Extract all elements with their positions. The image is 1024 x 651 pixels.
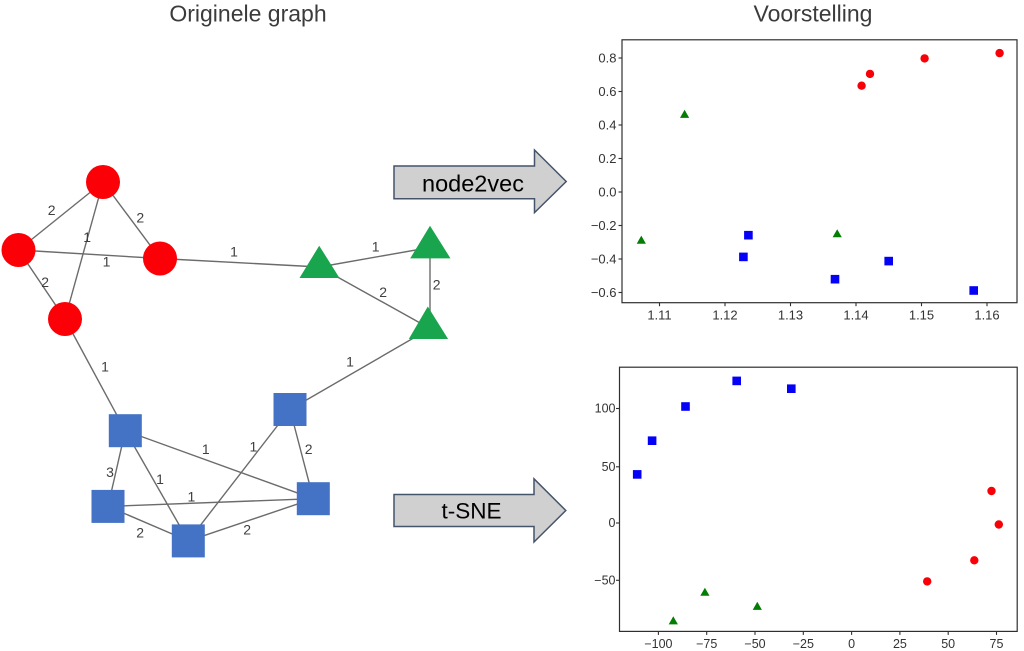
svg-text:−0.2: −0.2 bbox=[591, 218, 617, 233]
svg-text:node2vec: node2vec bbox=[422, 171, 524, 197]
svg-text:0.4: 0.4 bbox=[598, 118, 616, 133]
svg-text:1.13: 1.13 bbox=[778, 308, 803, 323]
svg-text:−50: −50 bbox=[744, 637, 765, 651]
svg-text:1: 1 bbox=[156, 471, 164, 487]
svg-text:75: 75 bbox=[990, 637, 1004, 651]
svg-text:1.12: 1.12 bbox=[712, 308, 737, 323]
svg-text:0.6: 0.6 bbox=[598, 84, 616, 99]
svg-text:1: 1 bbox=[372, 239, 380, 255]
svg-text:2: 2 bbox=[433, 277, 441, 293]
svg-text:−100: −100 bbox=[644, 637, 672, 651]
svg-text:1: 1 bbox=[250, 439, 258, 455]
svg-text:1: 1 bbox=[202, 441, 210, 457]
svg-text:1.16: 1.16 bbox=[974, 308, 999, 323]
svg-text:1: 1 bbox=[103, 254, 111, 270]
svg-text:0: 0 bbox=[609, 516, 616, 530]
svg-text:Voorstelling: Voorstelling bbox=[754, 1, 873, 27]
svg-text:0.0: 0.0 bbox=[598, 185, 616, 200]
svg-text:1: 1 bbox=[83, 229, 91, 245]
svg-text:50: 50 bbox=[941, 637, 955, 651]
svg-text:1: 1 bbox=[188, 488, 196, 504]
svg-text:50: 50 bbox=[602, 460, 616, 474]
svg-text:3: 3 bbox=[106, 464, 114, 480]
svg-text:1.11: 1.11 bbox=[647, 308, 671, 323]
svg-text:−75: −75 bbox=[696, 637, 717, 651]
svg-text:2: 2 bbox=[48, 202, 56, 218]
svg-text:0.2: 0.2 bbox=[598, 151, 616, 166]
svg-text:0: 0 bbox=[848, 637, 855, 651]
svg-text:25: 25 bbox=[893, 637, 907, 651]
svg-text:1: 1 bbox=[346, 354, 354, 370]
svg-text:2: 2 bbox=[41, 274, 49, 290]
svg-text:−0.4: −0.4 bbox=[591, 252, 617, 267]
svg-text:1: 1 bbox=[101, 359, 109, 375]
svg-text:−50: −50 bbox=[594, 574, 615, 588]
svg-text:100: 100 bbox=[595, 402, 616, 416]
svg-text:1: 1 bbox=[230, 244, 238, 260]
svg-text:−25: −25 bbox=[793, 637, 814, 651]
svg-text:2: 2 bbox=[379, 284, 387, 300]
svg-text:1.14: 1.14 bbox=[843, 308, 868, 323]
svg-text:t-SNE: t-SNE bbox=[441, 499, 501, 524]
svg-text:2: 2 bbox=[243, 522, 251, 538]
svg-text:−0.6: −0.6 bbox=[591, 285, 617, 300]
svg-text:1.15: 1.15 bbox=[909, 308, 934, 323]
svg-text:2: 2 bbox=[305, 441, 313, 457]
svg-text:0.8: 0.8 bbox=[598, 51, 616, 66]
svg-text:2: 2 bbox=[136, 525, 144, 541]
svg-text:2: 2 bbox=[136, 209, 144, 225]
svg-text:Originele graph: Originele graph bbox=[169, 1, 326, 27]
